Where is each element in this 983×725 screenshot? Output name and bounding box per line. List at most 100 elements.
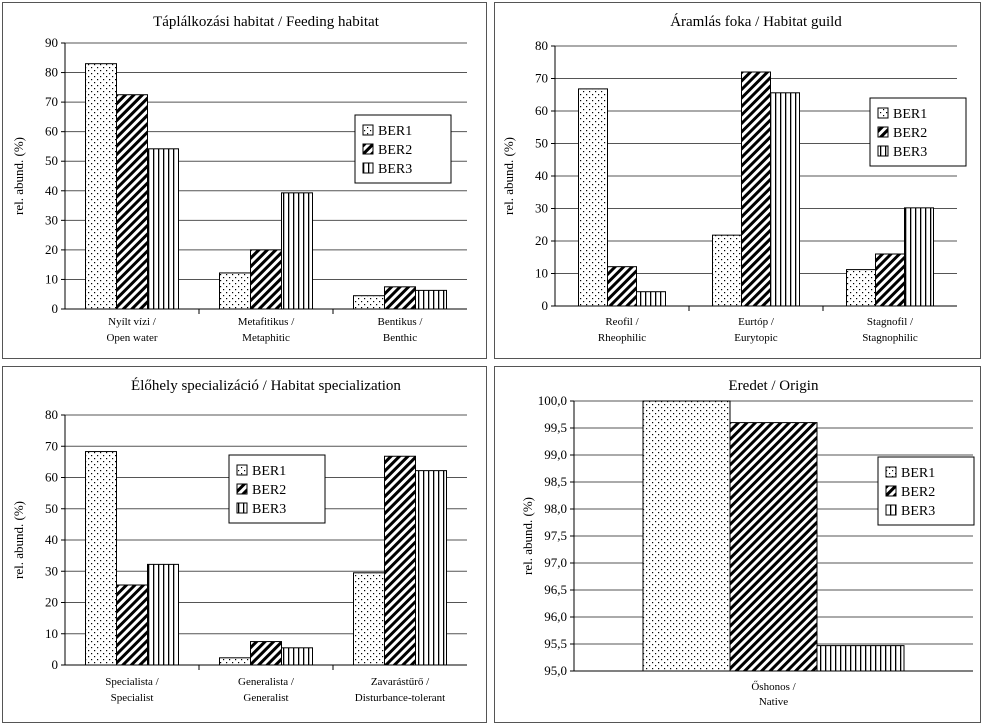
bar-ber2 [116,94,148,310]
bar-ber1 [85,63,117,310]
category-label: Stagnophilic [862,332,918,344]
category-label: Metaphitic [242,332,290,344]
bar-ber1 [85,451,117,666]
y-tick-label: 40 [535,168,548,183]
legend-swatch [885,466,897,478]
category-label: Open water [106,332,157,344]
y-tick-label: 0 [52,657,59,672]
category-label: Bentikus / [378,316,424,328]
legend-swatch [236,464,248,476]
legend-swatch [877,126,889,138]
bar-ber2 [729,422,818,672]
chart-title: Élőhely specializáció / Habitat speciali… [131,377,401,394]
chart-svg: Eredet / Origin 95,0 95,5 96,0 96,5 97,0 97,5 9… [520,378,975,708]
bar-ber1 [712,234,742,307]
category-label: Őshonos / [751,681,796,693]
y-tick-label: 0 [52,301,59,316]
bar-ber3 [636,291,666,307]
y-tick-label: 60 [45,470,58,485]
bar-ber3 [770,92,800,307]
y-tick-label: 20 [45,595,58,610]
legend-swatch [877,145,889,157]
y-tick-label: 90 [45,35,58,50]
category-label: Generalist [243,692,288,704]
y-tick-label: 50 [45,501,58,516]
y-tick-label: 80 [535,38,548,53]
bar-ber2 [384,455,416,666]
y-tick-label: 99,5 [544,420,567,435]
y-tick-label: 98,0 [544,501,567,516]
y-tick-label: 10 [45,271,58,286]
category-label: Reofil / [605,316,639,328]
y-tick-label: 20 [535,233,548,248]
legend-label: BER3 [893,145,927,160]
y-tick-label: 30 [535,201,548,216]
legend-label: BER1 [893,107,927,122]
legend-swatch [362,162,374,174]
legend-swatch [362,124,374,136]
category-label: Specialista / [105,676,159,688]
legend-label: BER1 [252,464,286,479]
chart-svg: Táplálkozási habitat / Feeding habitat 0 1… [11,14,467,344]
y-axis-label: rel. abund. (%) [520,497,535,575]
bar-ber3 [147,563,179,666]
category-label: Stagnofil / [867,316,914,328]
y-tick-label: 50 [535,136,548,151]
y-tick-label: 40 [45,532,58,547]
y-tick-label: 70 [45,438,58,453]
legend-label: BER1 [378,124,412,139]
y-tick-label: 10 [45,626,58,641]
y-tick-label: 96,0 [544,609,567,624]
bar-ber3 [415,289,447,310]
y-tick-label: 60 [535,103,548,118]
category-label: Benthic [383,332,417,344]
bar-ber1 [353,295,385,310]
y-tick-label: 95,0 [544,663,567,678]
chart-title: Táplálkozási habitat / Feeding habitat [153,14,380,30]
chart-panel-origin: Eredet / Origin 95,0 95,5 96,0 96,5 97,0 97,5 9… [494,366,981,723]
y-tick-label: 30 [45,563,58,578]
category-label: Metafitikus / [238,316,295,328]
y-tick-label: 10 [535,266,548,281]
bar-ber2 [384,286,416,310]
legend-swatch [362,143,374,155]
y-tick-label: 70 [535,71,548,86]
chart-panel-feeding-habitat: Táplálkozási habitat / Feeding habitat 0 1… [2,2,487,359]
category-label: Native [759,696,788,708]
legend-swatch [236,502,248,514]
legend-label: BER2 [252,483,286,498]
legend-swatch [885,485,897,497]
y-tick-label: 70 [45,94,58,109]
y-tick-label: 98,5 [544,474,567,489]
legend-swatch [885,504,897,516]
y-tick-label: 99,0 [544,447,567,462]
y-tick-label: 50 [45,153,58,168]
legend-swatch [236,483,248,495]
bar-ber1 [353,572,385,666]
bar-ber3 [816,645,905,672]
bar-ber2 [875,253,905,307]
y-tick-label: 80 [45,65,58,80]
legend-label: BER3 [252,502,286,517]
y-axis-label: rel. abund. (%) [11,501,26,579]
bar-ber3 [281,192,313,310]
bar-ber2 [116,584,148,666]
y-tick-label: 0 [542,298,549,313]
category-label: Zavarástűrő / [371,676,430,688]
bar-ber3 [904,207,934,307]
category-label: Eurtóp / [738,316,775,328]
legend-label: BER2 [893,126,927,141]
y-tick-label: 80 [45,407,58,422]
category-label: Nyílt vízi / [108,316,157,328]
legend-label: BER3 [901,504,935,519]
y-tick-label: 100,0 [538,393,567,408]
legend-label: BER1 [901,466,935,481]
y-tick-label: 97,5 [544,528,567,543]
y-axis-label: rel. abund. (%) [11,137,26,215]
chart-svg: Élőhely specializáció / Habitat speciali… [11,377,467,704]
y-tick-label: 20 [45,242,58,257]
chart-panel-habitat-specialization: Élőhely specializáció / Habitat speciali… [2,366,487,723]
chart-svg: Áramlás foka / Habitat guild 0 10 20 30 40 50 6… [501,13,967,344]
bar-ber3 [147,148,179,310]
category-label: Generalista / [238,676,295,688]
